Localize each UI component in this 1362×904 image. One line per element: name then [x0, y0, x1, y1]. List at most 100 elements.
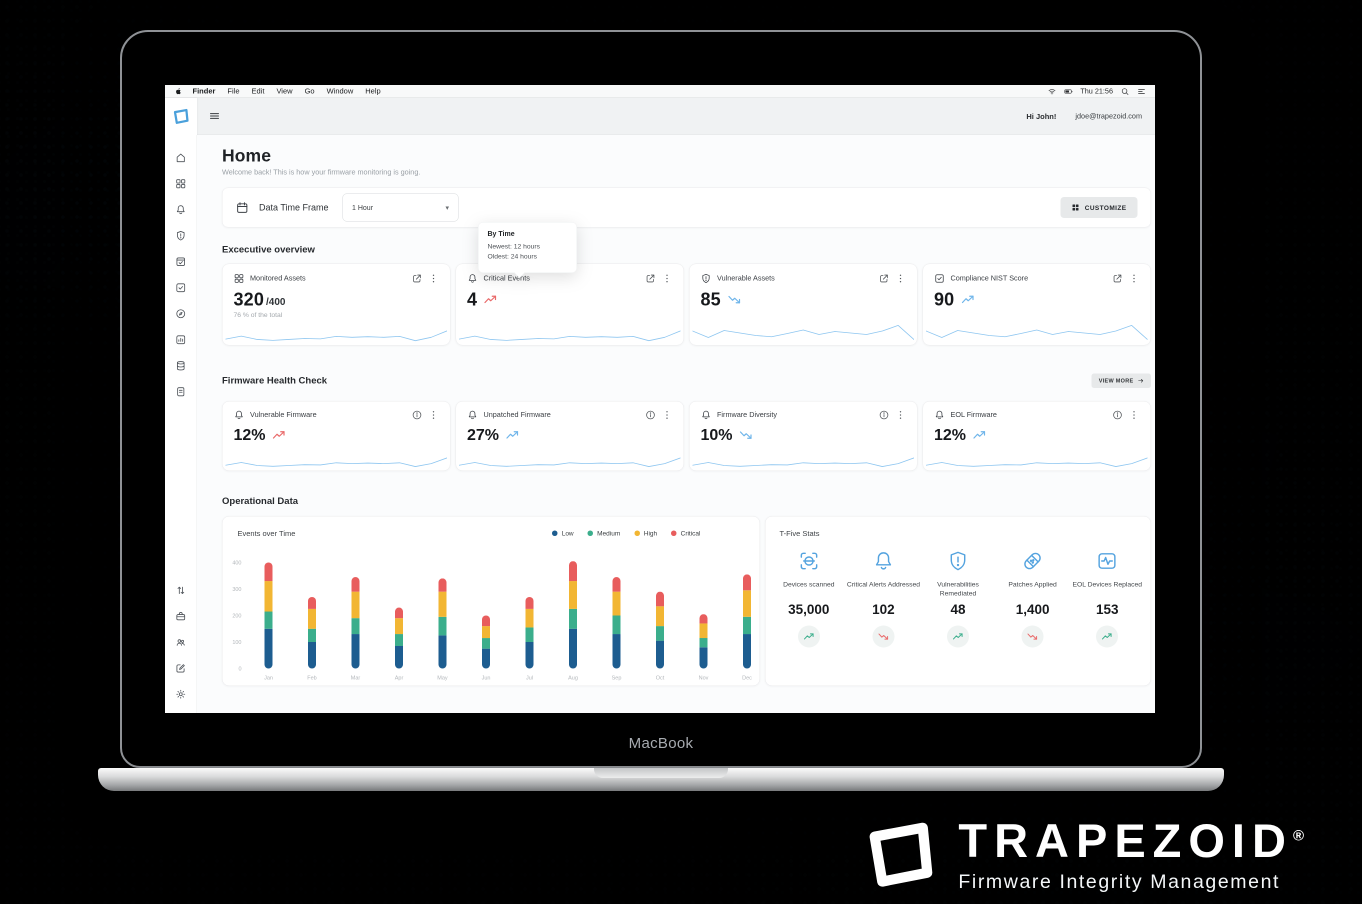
trend-down-icon [739, 431, 752, 439]
sidebar-item-archive-check[interactable] [175, 256, 187, 268]
menu-item-edit[interactable]: Edit [251, 87, 265, 96]
chart-legend: Low Medium High Critical [552, 529, 701, 538]
sparkline-chart [926, 316, 1148, 344]
sidebar-item-users[interactable] [175, 637, 187, 649]
sidebar-item-toolbox[interactable] [175, 611, 187, 623]
battery-icon[interactable] [1064, 87, 1073, 96]
sidebar-item-compass[interactable] [175, 308, 187, 320]
customize-button[interactable]: CUSTOMIZE [1060, 197, 1138, 218]
legend-label: Low [561, 529, 574, 538]
open-external-button[interactable] [412, 273, 423, 284]
health-cards-row: Vulnerable Firmware 12% Unpatched Firmware… [222, 401, 1151, 471]
pulse-box-icon [1098, 553, 1116, 569]
home-icon [176, 153, 185, 163]
app-logo [165, 98, 197, 135]
sidebar-item-chart-box[interactable] [175, 334, 187, 346]
card-menu-button[interactable] [1129, 410, 1140, 421]
card-menu-button[interactable] [662, 273, 673, 284]
stat-trend-badge [947, 625, 969, 648]
info-icon [1113, 410, 1122, 420]
svg-text:May: May [437, 676, 448, 682]
open-external-button[interactable] [645, 273, 656, 284]
grid-icon [176, 179, 186, 189]
calendar-icon [237, 201, 248, 213]
open-external-button[interactable] [1112, 273, 1123, 284]
control-center-icon[interactable] [1137, 87, 1146, 96]
sidebar-item-file[interactable] [175, 386, 187, 398]
trapezoid-logo-icon [173, 108, 189, 124]
sidebar-item-gear[interactable] [175, 689, 187, 701]
card-menu-button[interactable] [428, 273, 439, 284]
time-frame-select[interactable]: 1 Hour ▾ [342, 193, 459, 222]
card-value: 85 [700, 289, 721, 310]
sidebar-item-grid[interactable] [175, 178, 187, 190]
gear-icon [176, 689, 186, 699]
menu-item-help[interactable]: Help [365, 87, 381, 96]
card-menu-button[interactable] [895, 410, 906, 421]
svg-text:0: 0 [238, 667, 241, 673]
open-external-button[interactable] [879, 273, 890, 284]
t-five-stat: EOL Devices Replaced 153 [1070, 550, 1145, 648]
trend-up-icon [506, 430, 519, 439]
view-more-button[interactable]: VIEW MORE [1091, 373, 1151, 388]
menu-item-view[interactable]: View [276, 87, 293, 96]
card-menu-button[interactable] [1129, 273, 1140, 284]
data-time-frame-bar: Data Time Frame 1 Hour ▾ CUSTOMIZE [222, 187, 1151, 228]
sidebar-item-edit[interactable] [175, 663, 187, 675]
sidebar-item-check-square[interactable] [175, 282, 187, 294]
trend-up-icon [1102, 633, 1112, 640]
card-title: Firmware Diversity [717, 411, 778, 419]
menu-item-window[interactable]: Window [326, 87, 354, 96]
bell-icon [935, 410, 944, 420]
trend-up-icon [973, 430, 986, 439]
menu-item-file[interactable]: File [227, 87, 240, 96]
sidebar [165, 135, 197, 713]
svg-text:300: 300 [232, 587, 241, 593]
sparkline-chart [459, 327, 681, 344]
main-content: Home Welcome back! This is how your firm… [197, 135, 1155, 713]
menu-item-go[interactable]: Go [304, 87, 315, 96]
menu-clock: Thu 21:56 [1080, 87, 1113, 96]
info-button[interactable] [645, 410, 656, 421]
metric-card: Firmware Diversity 10% [689, 401, 918, 471]
apple-logo-icon[interactable] [174, 88, 182, 96]
stat-value: 1,400 [1015, 602, 1050, 617]
trapezoid-brand-icon [869, 822, 933, 887]
tooltip-line: Oldest: 24 hours [487, 252, 538, 261]
card-menu-button[interactable] [662, 410, 673, 421]
tooltip-title: By Time [487, 229, 515, 238]
card-menu-button[interactable] [895, 273, 906, 284]
stat-trend-badge [797, 625, 820, 648]
sidebar-item-shield-alert[interactable] [175, 230, 187, 242]
menu-item-finder[interactable]: Finder [192, 87, 216, 96]
hamburger-menu-button[interactable] [208, 110, 221, 123]
info-button[interactable] [412, 410, 423, 421]
brand-logo: TRAPEZOID® Firmware Integrity Management [862, 817, 1304, 894]
card-subtitle: 76 % of the total [233, 311, 283, 319]
search-icon[interactable] [1121, 87, 1130, 96]
sidebar-item-database[interactable] [175, 360, 187, 372]
info-button[interactable] [879, 410, 890, 421]
svg-text:Jan: Jan [264, 676, 273, 682]
tooltip-line: Newest: 12 hours [487, 242, 541, 251]
hamburger-icon [210, 113, 219, 119]
user-greeting: Hi John! [1026, 112, 1057, 121]
stat-label: Vulnerabilities Remediated [937, 580, 979, 598]
sidebar-item-home[interactable] [175, 152, 187, 164]
wifi-icon[interactable] [1047, 87, 1056, 96]
macbook-screen-bezel: Finder File Edit View Go Window Help Thu 21:56 [120, 30, 1202, 768]
kebab-icon [1133, 274, 1135, 283]
card-menu-button[interactable] [428, 410, 439, 421]
metric-card: Compliance NIST Score 90 [922, 263, 1151, 346]
trend-up-icon [953, 633, 963, 640]
trend-down-icon [1027, 633, 1038, 640]
info-button[interactable] [1112, 410, 1123, 421]
trend-up-icon [272, 430, 285, 439]
sidebar-item-bell[interactable] [175, 204, 187, 216]
stat-trend-badge [872, 625, 895, 648]
card-title: Vulnerable Firmware [250, 411, 317, 419]
sidebar-item-sort-arrows[interactable] [175, 585, 187, 597]
t-five-title: T-Five Stats [779, 529, 820, 539]
compass-icon [176, 309, 186, 319]
metric-card: Vulnerable Firmware 12% [222, 401, 451, 471]
